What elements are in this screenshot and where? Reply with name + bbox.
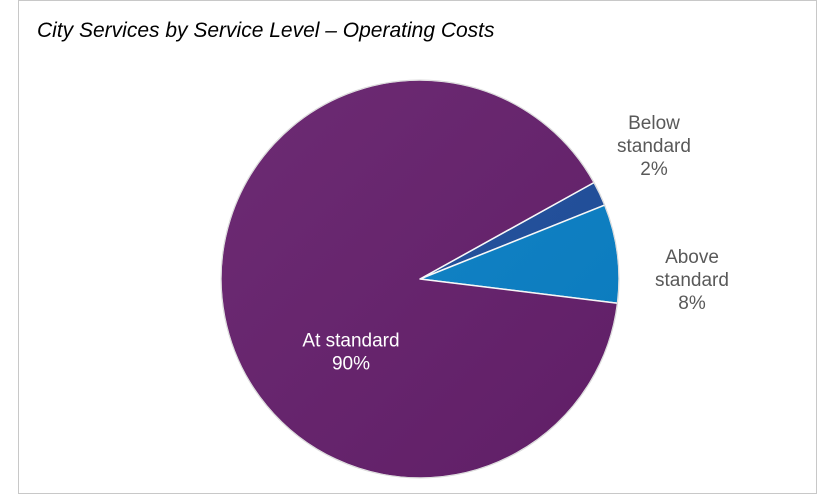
pie-chart: Below standard 2% Above standard 8% At standar… xyxy=(220,79,729,479)
chart-title: City Services by Service Level – Operati… xyxy=(37,19,495,42)
data-label-at-standard: At standard 90% xyxy=(302,331,399,375)
chart-frame: City Services by Service Level – Operati… xyxy=(18,0,817,494)
data-label-above-standard: Above standard 8% xyxy=(655,247,729,314)
data-label-below-standard: Below standard 2% xyxy=(617,113,691,180)
pie-data-labels: Below standard 2% Above standard 8% At standar… xyxy=(302,113,729,375)
pie-slices xyxy=(220,79,620,479)
